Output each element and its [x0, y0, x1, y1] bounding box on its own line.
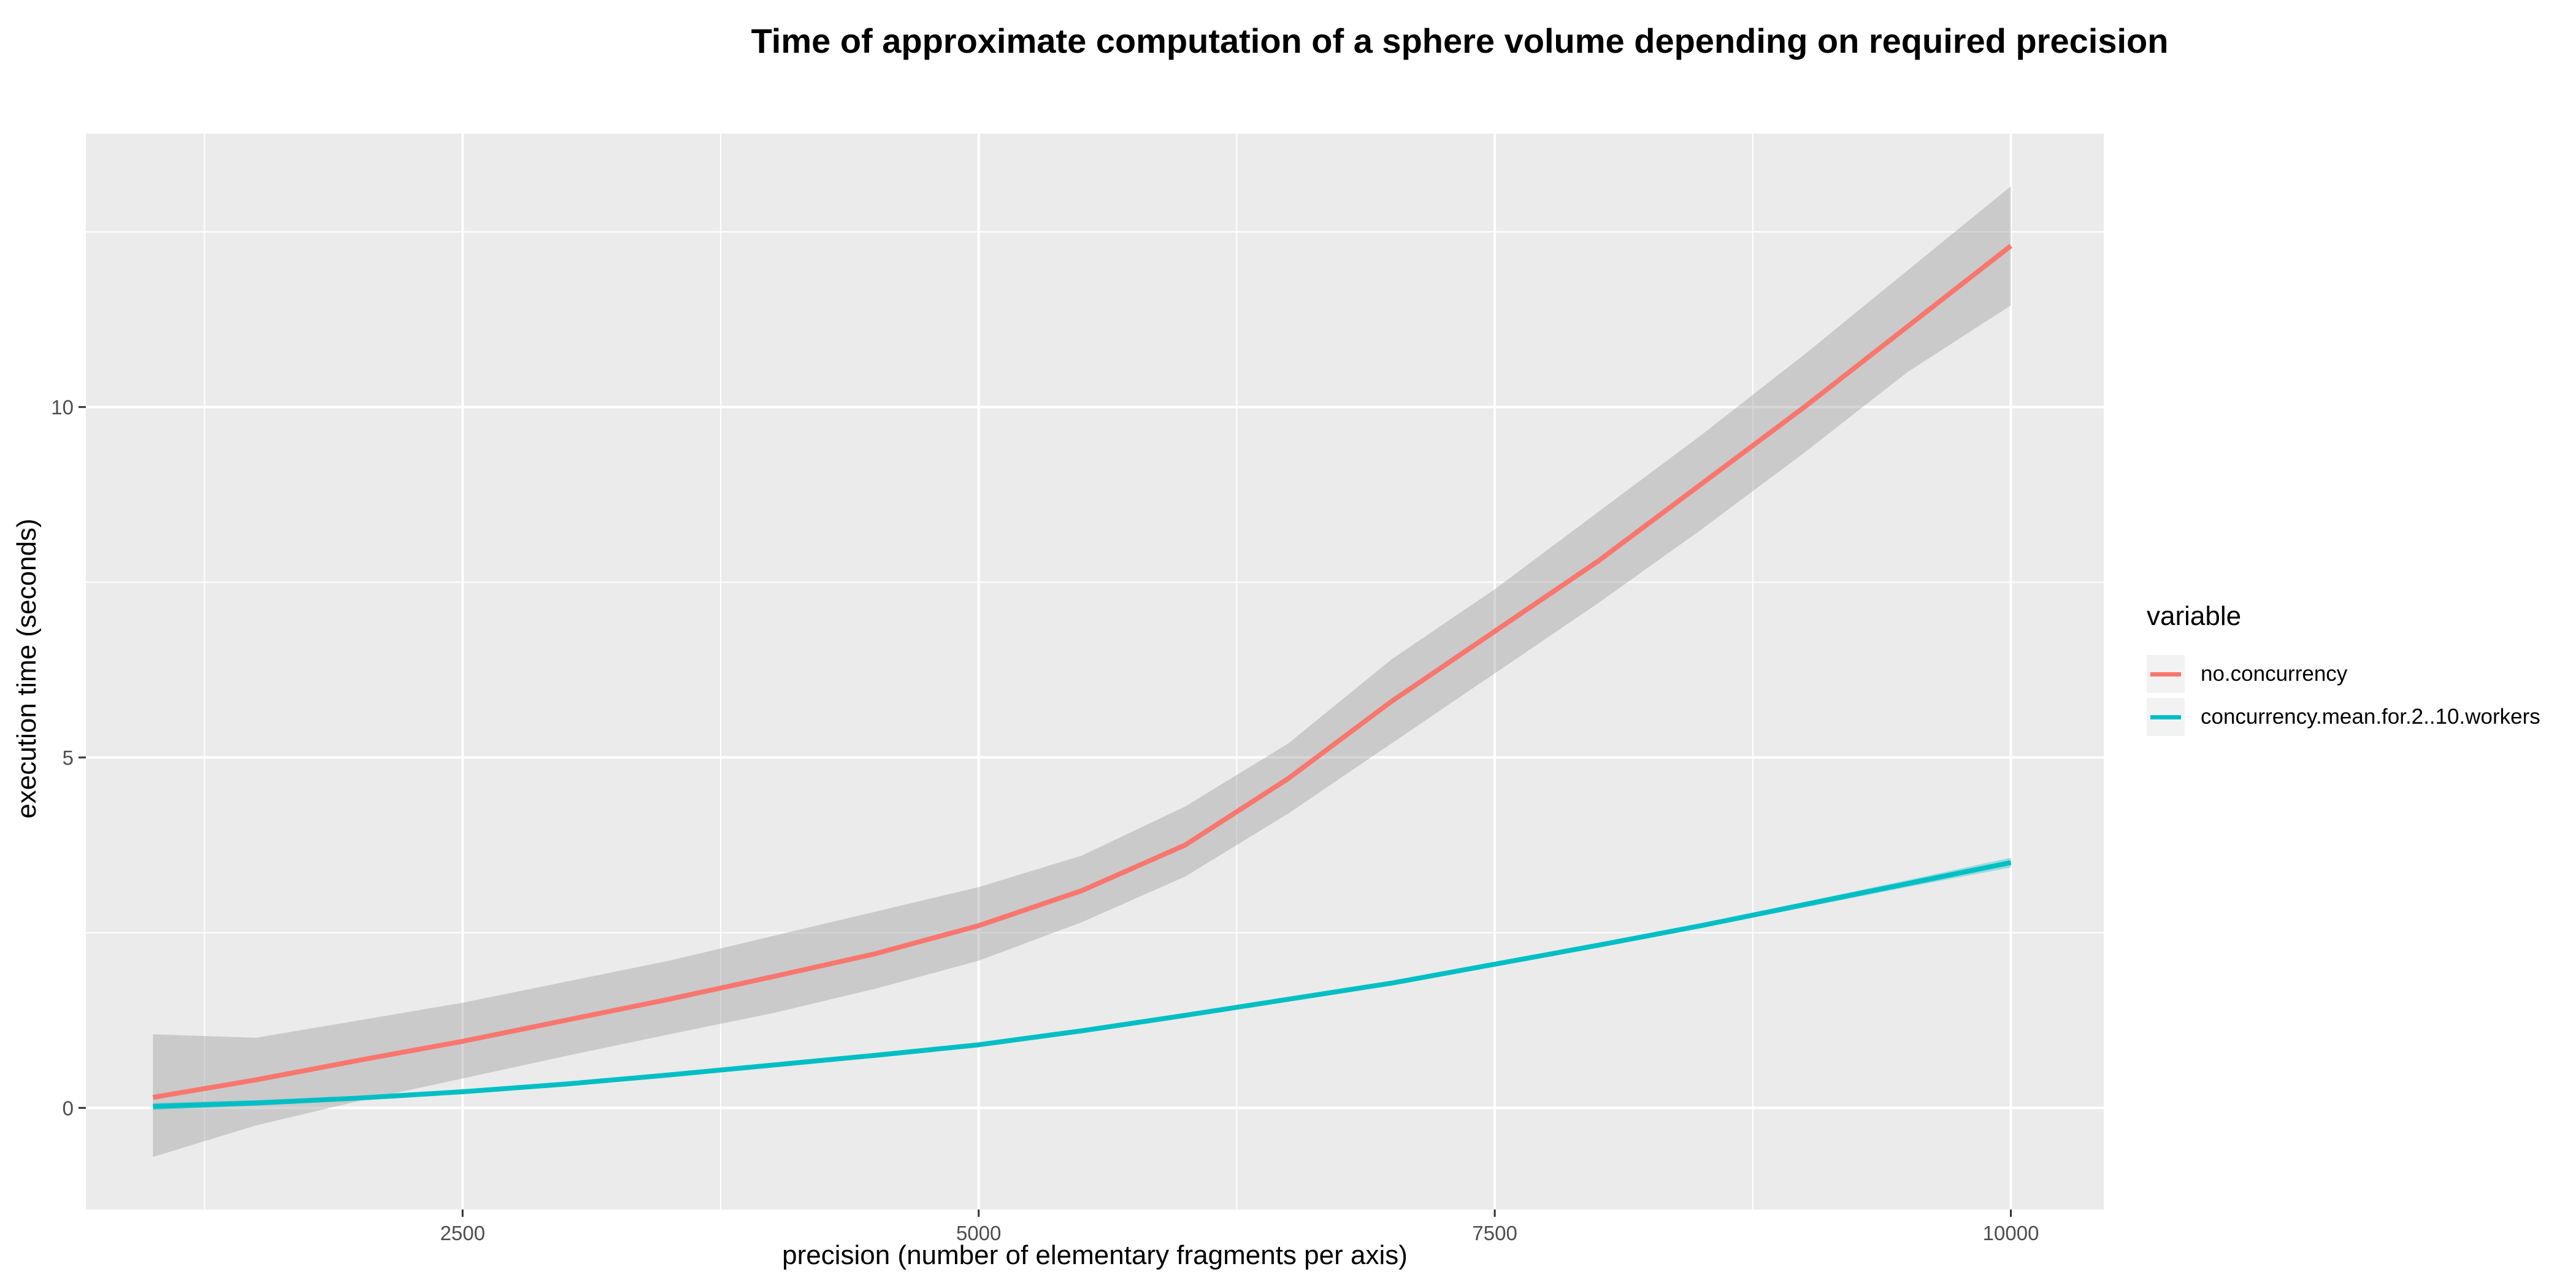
legend-item-no-concurrency: no.concurrency — [2147, 653, 2540, 696]
chart-title: Time of approximate computation of a sph… — [751, 21, 2169, 60]
x-tick-label: 7500 — [1472, 1222, 1517, 1244]
x-tick-label: 2500 — [440, 1222, 485, 1244]
y-axis-ticks: 0 5 10 — [51, 396, 86, 1119]
legend: variable no.concurrency concurrency.mean… — [2147, 601, 2540, 738]
y-tick-label: 0 — [63, 1097, 74, 1119]
x-axis-title: precision (number of elementary fragment… — [782, 1240, 1408, 1270]
legend-label-concurrency-mean: concurrency.mean.for.2..10.workers — [2201, 705, 2540, 729]
legend-title: variable — [2147, 601, 2242, 631]
series-line-no-concurrency — [152, 243, 2013, 1100]
minor-grid — [86, 134, 2104, 1209]
y-axis-title: execution time (seconds) — [12, 518, 42, 819]
major-grid — [86, 134, 2104, 1209]
legend-item-concurrency-mean: concurrency.mean.for.2..10.workers — [2147, 696, 2540, 738]
ribbon-no-concurrency — [153, 186, 2011, 1157]
y-tick-label: 10 — [51, 396, 74, 419]
x-tick-label: 10000 — [1983, 1222, 2039, 1244]
series-lines — [152, 243, 2013, 1110]
y-tick-label: 5 — [63, 746, 74, 769]
x-tick-label: 5000 — [956, 1222, 1001, 1244]
series-line-concurrency-mean — [153, 860, 2012, 1110]
legend-key-concurrency-mean — [2147, 698, 2185, 736]
legend-key-no-concurrency — [2147, 655, 2185, 693]
confidence-ribbons — [153, 186, 2011, 1157]
legend-label-no-concurrency: no.concurrency — [2201, 662, 2348, 686]
x-axis-ticks: 2500 5000 7500 10000 — [440, 1209, 2039, 1244]
